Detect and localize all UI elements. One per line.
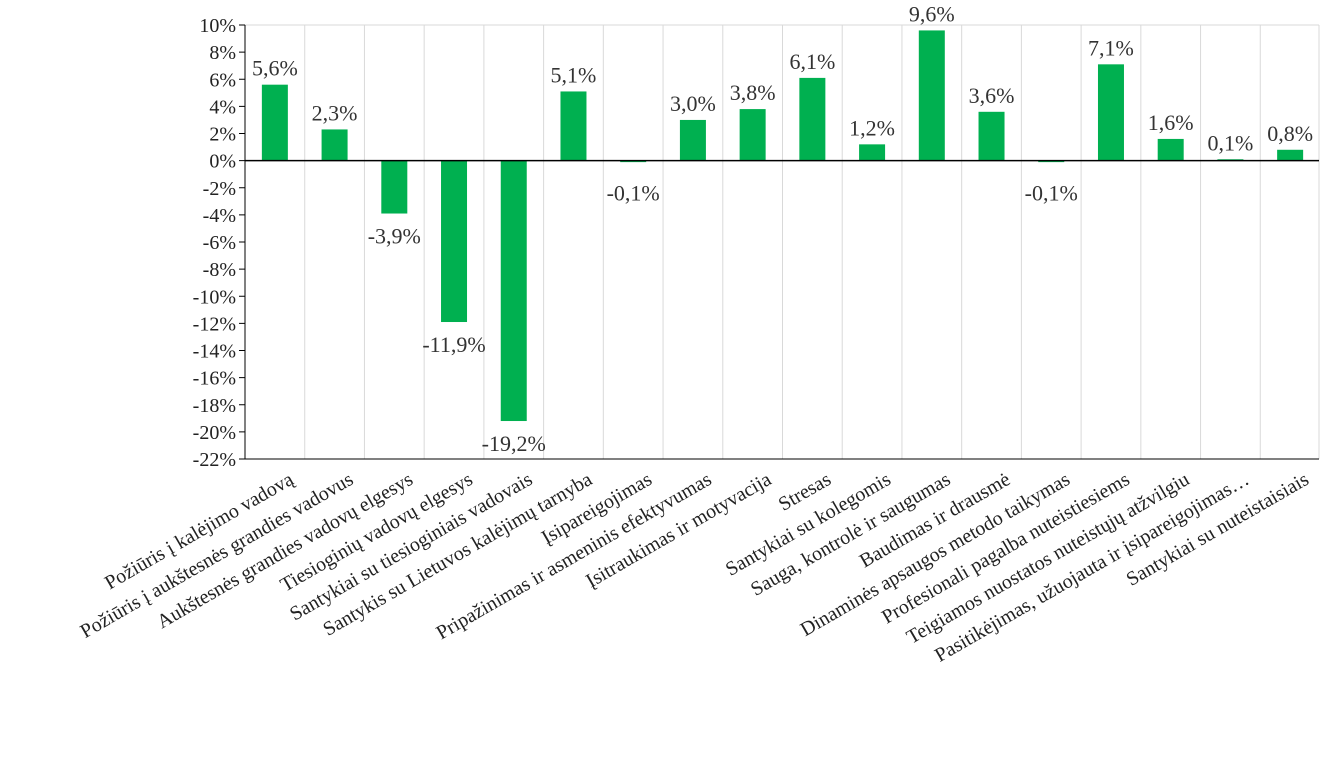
y-tick-label: -6% (203, 232, 236, 254)
data-label: -3,9% (368, 224, 421, 249)
data-label: 5,1% (551, 62, 597, 87)
y-tick-label: -8% (203, 259, 236, 281)
data-label: 6,1% (789, 49, 835, 74)
data-label: 1,6% (1148, 110, 1194, 135)
bar (441, 160, 468, 323)
bars (261, 30, 1304, 422)
data-label: 3,8% (730, 80, 776, 105)
y-tick-label: -10% (193, 286, 236, 308)
bar (381, 160, 408, 214)
y-tick-label: -4% (203, 205, 236, 227)
bar (978, 111, 1005, 161)
data-label: 0,1% (1208, 130, 1254, 155)
bar (261, 84, 288, 161)
y-tick-label: 10% (199, 15, 236, 37)
data-label: -0,1% (607, 181, 660, 206)
y-tick-label: 8% (209, 42, 236, 64)
data-label: 0,8% (1267, 121, 1313, 146)
grid-lines (304, 25, 1261, 459)
y-tick-label: -12% (193, 313, 236, 335)
bar (1157, 138, 1184, 161)
y-tick-label: 6% (209, 69, 236, 91)
data-label: -11,9% (422, 332, 485, 357)
bar (679, 119, 706, 161)
bar (560, 91, 587, 161)
bar (918, 30, 945, 161)
y-tick-label: -18% (193, 395, 236, 417)
data-label: 5,6% (252, 56, 298, 81)
y-tick-label: -22% (193, 449, 236, 471)
data-label: -0,1% (1025, 181, 1078, 206)
bar (1097, 64, 1124, 161)
y-tick-label: 2% (209, 124, 236, 146)
data-label: 7,1% (1088, 35, 1134, 60)
bar (321, 129, 348, 161)
y-tick-label: -14% (193, 341, 236, 363)
y-tick-label: 0% (209, 151, 236, 173)
y-tick-label: 4% (209, 96, 236, 118)
data-label: 2,3% (312, 100, 358, 125)
data-labels: 5,6% 2,3% -3,9% -11,9% -19,2% 5,1% -0,1% 3,0% 3,… (252, 1, 1313, 456)
y-tick-label: -20% (193, 422, 236, 444)
bar (799, 77, 826, 161)
bar (739, 109, 766, 161)
data-label: 1,2% (849, 115, 895, 140)
data-label: -19,2% (482, 431, 546, 456)
data-label: 3,0% (670, 91, 716, 116)
bar (1277, 149, 1304, 161)
y-tick-label: -2% (203, 178, 236, 200)
bar (859, 144, 886, 161)
bar (500, 160, 527, 422)
data-label: 9,6% (909, 1, 955, 26)
data-label: 3,6% (969, 83, 1015, 108)
y-tick-labels: 10% 8% 6% 4% 2% 0% -2% -4% -6% -8% -10% -12% -14% -16… (193, 15, 245, 471)
y-tick-label: -16% (193, 368, 236, 390)
